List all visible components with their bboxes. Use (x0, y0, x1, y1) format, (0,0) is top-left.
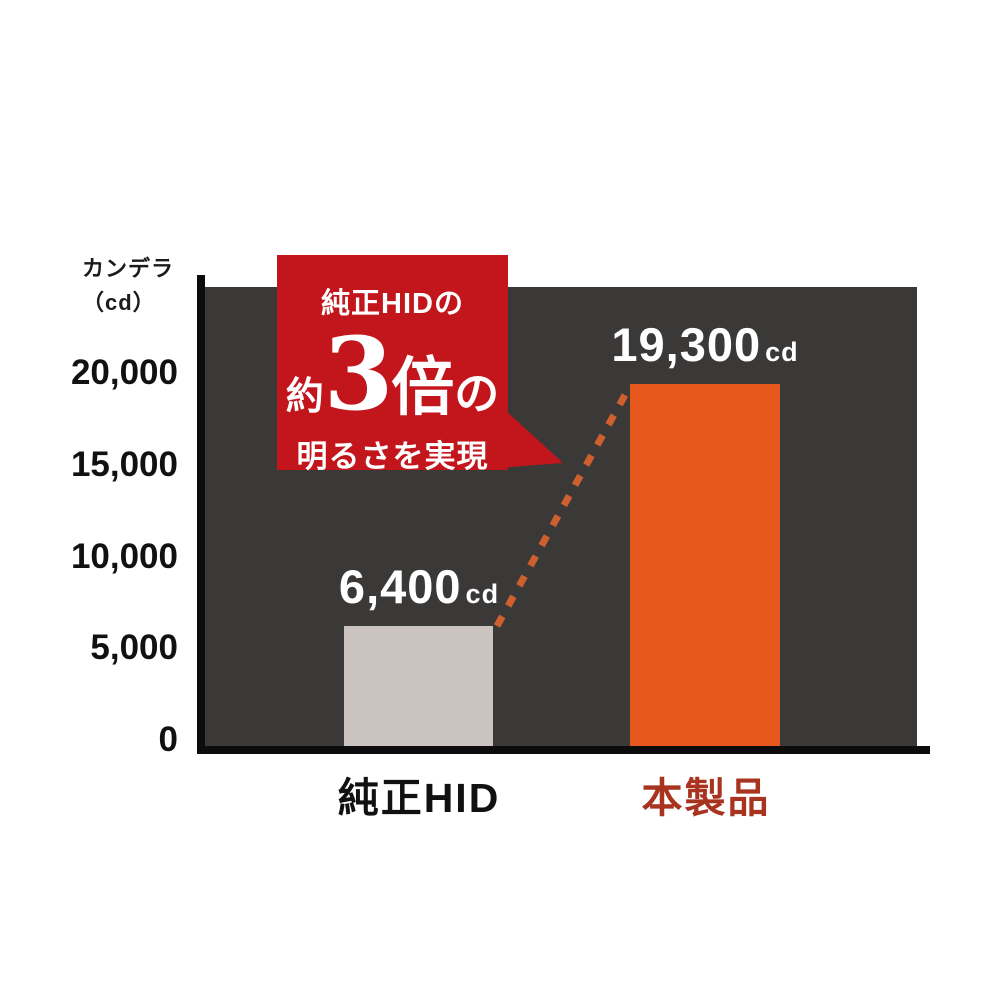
y-tick-5000: 5,000 (90, 628, 178, 667)
value-product-unit: cd (765, 337, 799, 367)
callout-line1: 純正HIDの (321, 288, 464, 320)
y-tick-20000: 20,000 (70, 353, 178, 392)
y-axis-unit-line2: （cd） (82, 290, 156, 316)
value-product-number: 19,300 (611, 318, 762, 371)
x-label-product: 本製品 (641, 775, 771, 821)
y-axis-unit-label: カンデラ （cd） (82, 252, 174, 320)
x-axis-line (197, 746, 930, 754)
y-tick-15000: 15,000 (70, 445, 178, 484)
y-tick-0: 0 (158, 720, 178, 759)
y-axis-unit-line1: カンデラ (82, 256, 175, 281)
bar-product (630, 384, 780, 746)
y-tick-10000: 10,000 (70, 537, 178, 576)
callout-times: 倍 (391, 350, 455, 424)
callout-multiplier: 3 (323, 315, 394, 433)
bar-hid (344, 626, 493, 746)
callout-line3: 明るさを実現 (296, 439, 489, 474)
value-hid-number: 6,400 (338, 560, 462, 613)
callout-approx: 約 (285, 373, 324, 418)
callout-particle: の (454, 367, 500, 420)
value-label-product: 19,300 cd (611, 317, 798, 372)
value-label-hid: 6,400 cd (339, 559, 499, 614)
value-hid-unit: cd (465, 579, 500, 609)
y-axis-line (197, 275, 205, 754)
x-label-hid: 純正HID (337, 775, 501, 821)
